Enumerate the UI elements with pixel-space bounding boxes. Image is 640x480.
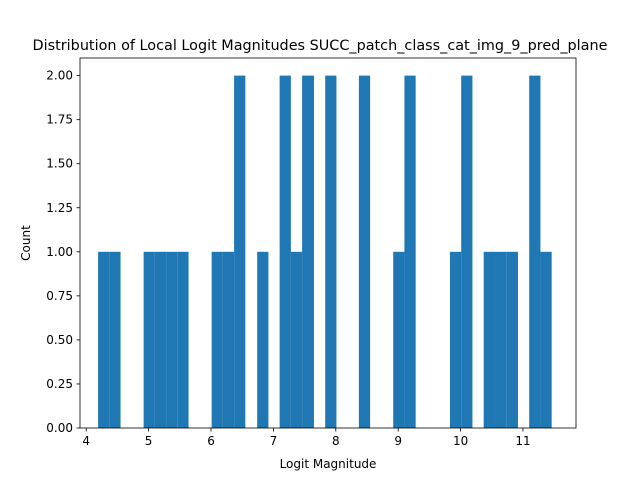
y-tick-label: 1.00 [46,245,73,259]
x-axis-label: Logit Magnitude [280,457,377,471]
bars-group [98,75,552,428]
histogram-bar [177,251,189,428]
x-tick-label: 7 [270,434,278,448]
histogram-bar [495,251,507,428]
histogram-bar [166,251,178,428]
y-tick-label: 2.00 [46,69,73,83]
x-tick-label: 8 [332,434,340,448]
x-axis: 4 5 6 7 8 9 10 11 [82,428,531,448]
histogram-bar [109,251,121,428]
histogram-bar [404,75,416,428]
histogram-bar [279,75,291,428]
histogram-bar [290,251,303,428]
histogram-bar [325,75,337,428]
x-tick-label: 5 [145,434,153,448]
histogram-bar [234,75,246,428]
histogram-bar [98,251,110,428]
histogram-bar [483,251,496,428]
x-tick-label: 9 [394,434,402,448]
histogram-bar [358,75,371,428]
x-tick-label: 6 [207,434,215,448]
histogram-bar [154,251,167,428]
histogram-bar [393,251,405,428]
chart-title: Distribution of Local Logit Magnitudes S… [33,38,608,54]
histogram-bar [222,251,235,428]
histogram-bar [211,251,223,428]
y-tick-label: 1.25 [46,201,73,215]
y-axis-label: Count [19,225,33,261]
y-tick-label: 1.50 [46,157,73,171]
histogram-bar [529,75,541,428]
y-tick-label: 0.50 [46,333,73,347]
y-tick-label: 0.00 [46,421,73,435]
y-tick-label: 1.75 [46,113,73,127]
histogram-bar [257,251,269,428]
x-tick-label: 4 [82,434,90,448]
y-tick-label: 0.75 [46,289,73,303]
histogram-bar [506,251,518,428]
histogram-bar [143,251,155,428]
x-tick-label: 11 [515,434,530,448]
histogram-bar [461,75,473,428]
x-tick-label: 10 [453,434,468,448]
histogram-bar [302,75,314,428]
y-axis: 0.00 0.25 0.50 0.75 1.00 1.25 1.50 1.75 2.00 [46,69,80,435]
plot-frame [79,57,577,429]
histogram-bar [449,251,462,428]
histogram-bar [540,251,552,428]
y-tick-label: 0.25 [46,377,73,391]
